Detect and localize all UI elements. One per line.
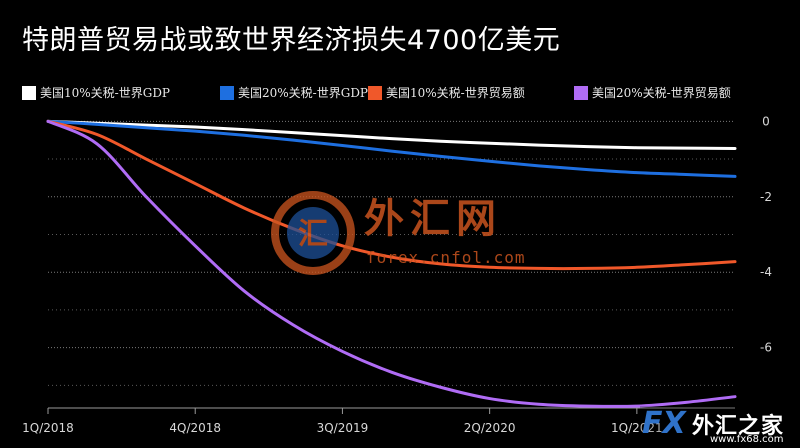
legend-label: 美国20%关税-世界GDP [238, 86, 369, 100]
legend-item: 美国20%关税-世界贸易额 [574, 84, 731, 101]
y-tick-label: 0 [762, 114, 770, 128]
x-tick-label: 2Q/2020 [464, 421, 516, 435]
legend-item: 美国10%关税-世界GDP [22, 84, 170, 101]
legend-swatch [22, 85, 36, 100]
x-tick-label: 1Q/2018 [22, 421, 74, 435]
legend-item: 美国20%关税-世界GDP [220, 84, 368, 101]
label-layer: 0 -2 -4 -6 1Q/2018 4Q/2018 3Q/2019 2Q/2020 1Q/20… [22, 114, 772, 435]
axis-layer [47, 407, 735, 414]
svg-text:汇: 汇 [298, 217, 328, 252]
watermark-corner: FX 外汇之家 www.fx68.com [640, 406, 800, 448]
y-tick-label: -4 [760, 265, 772, 279]
watermark-corner-url: www.fx68.com [710, 434, 784, 445]
legend-label: 美国10%关税-世界GDP [40, 86, 171, 100]
legend-label: 美国10%关税-世界贸易额 [386, 86, 525, 100]
legend-swatch [574, 85, 588, 100]
series-line-4 [46, 119, 737, 408]
x-tick-label: 3Q/2019 [317, 421, 369, 435]
watermark-logo-url: forex.cnfol.com [366, 248, 526, 267]
legend: 美国10%关税-世界GDP 美国20%关税-世界GDP 美国10%关税-世界贸易额 美… [22, 84, 792, 104]
series-line-1 [46, 119, 737, 150]
series-line-3 [46, 119, 737, 271]
x-tick-label: 4Q/2018 [169, 421, 221, 435]
watermark-logo: 汇 外汇网 forex.cnfol.com [268, 188, 558, 278]
watermark-corner-text: 外汇之家 [692, 414, 785, 439]
legend-item: 美国10%关税-世界贸易额 [368, 84, 525, 101]
grid-layer [48, 120, 735, 386]
legend-label: 美国20%关税-世界贸易额 [592, 86, 731, 100]
chart-title: 特朗普贸易战或致世界经济损失4700亿美元 [22, 25, 561, 56]
watermark-corner-fx: FX [642, 406, 686, 441]
legend-swatch [368, 85, 382, 100]
x-tick-label: 1Q/2021 [611, 421, 663, 435]
series-line-2 [46, 119, 737, 178]
watermark-logo-text: 外汇网 [364, 196, 502, 242]
y-tick-label: -2 [760, 190, 772, 204]
legend-swatch [220, 85, 234, 100]
series-layer [46, 119, 737, 408]
watermark-logo-icon: 汇 [271, 191, 355, 275]
y-tick-label: -6 [760, 341, 772, 355]
